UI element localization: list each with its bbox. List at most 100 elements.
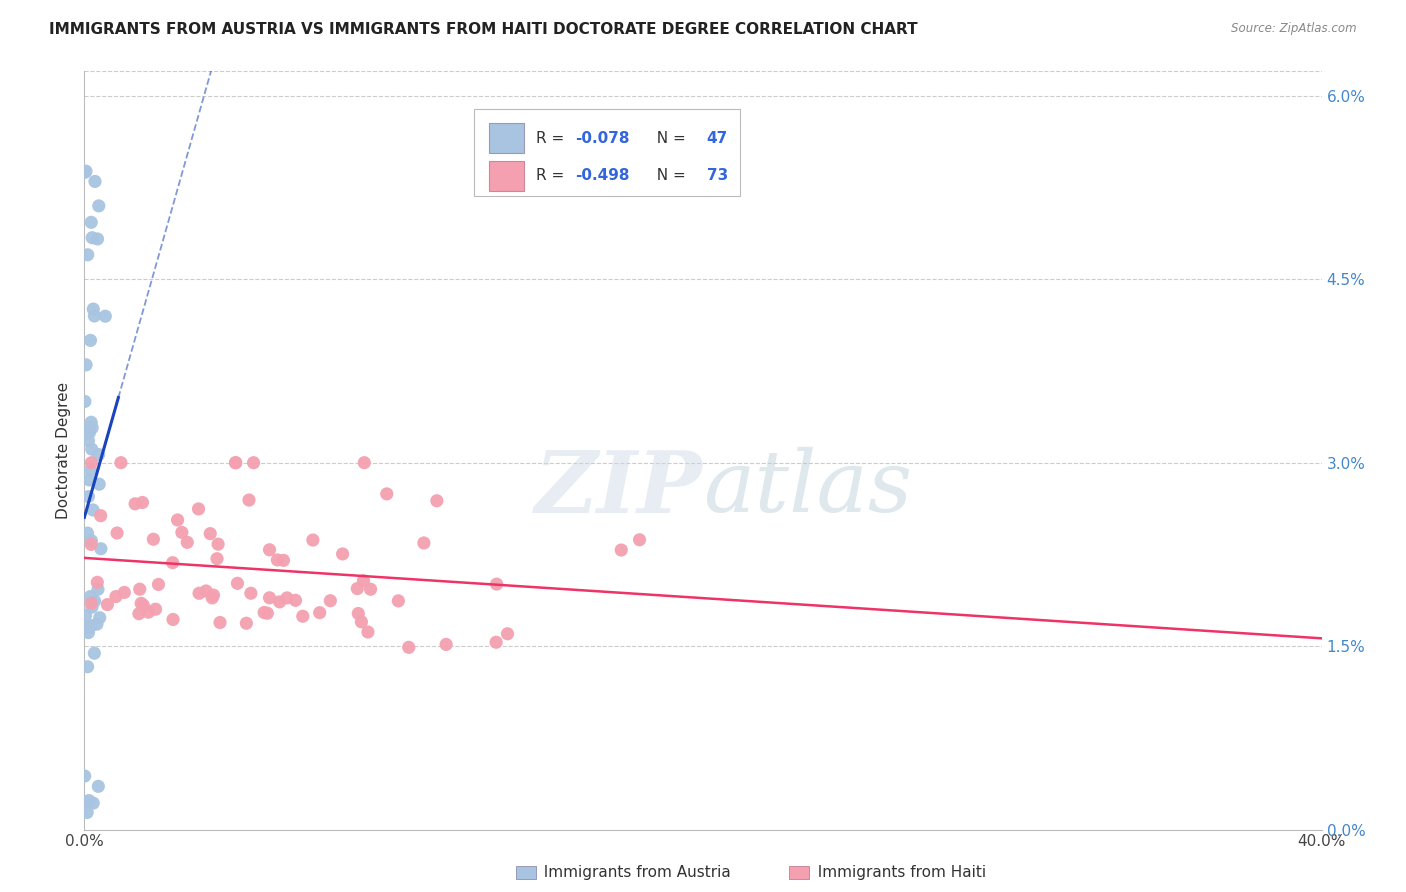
Point (132, 599, 155, 613)
Point (138, 605, 160, 619)
Point (110, 456, 132, 470)
Point (80, 215, 103, 229)
Point (208, 615, 231, 630)
Point (87, 582, 110, 597)
Point (82, 796, 104, 810)
Point (346, 582, 368, 596)
Text: atlas: atlas (703, 447, 912, 530)
Point (302, 533, 325, 547)
Point (80, 533, 103, 548)
Point (80, 537, 103, 551)
Point (131, 495, 153, 509)
Point (80, 600, 103, 615)
Point (73, 394, 96, 409)
Point (76, 526, 98, 541)
Text: -0.078: -0.078 (575, 130, 630, 145)
Point (89, 477, 111, 491)
Point (77, 434, 100, 448)
Point (308, 606, 330, 620)
Point (84, 174, 107, 188)
Point (79, 590, 101, 604)
Point (398, 640, 420, 655)
Point (77, 620, 100, 634)
Point (83, 594, 105, 608)
Point (347, 607, 370, 621)
Point (77, 490, 100, 504)
Point (205, 551, 228, 566)
Point (82, 231, 104, 245)
Point (79, 334, 101, 348)
Point (80, 596, 103, 610)
Text: 73: 73 (707, 169, 728, 184)
Point (485, 635, 508, 649)
Text: ZIP: ZIP (536, 447, 703, 530)
Point (87, 448, 110, 462)
Point (485, 577, 508, 591)
Point (124, 497, 146, 511)
Point (148, 577, 170, 591)
Point (226, 576, 249, 591)
Point (434, 637, 457, 651)
Point (79, 463, 101, 477)
Point (195, 584, 218, 599)
Text: 47: 47 (707, 130, 728, 145)
Point (266, 553, 288, 567)
Point (83, 646, 105, 660)
Bar (789, 866, 808, 879)
Point (94, 309, 117, 323)
Text: Immigrants from Haiti: Immigrants from Haiti (808, 865, 987, 880)
Point (259, 542, 281, 557)
Point (170, 525, 193, 540)
Point (77, 420, 100, 434)
Point (412, 536, 434, 550)
Point (73, 769, 96, 783)
Point (225, 456, 247, 470)
Point (128, 582, 150, 597)
Point (82, 421, 104, 435)
Point (162, 556, 184, 570)
Point (105, 526, 128, 541)
Point (104, 590, 127, 604)
Point (80, 456, 103, 470)
Point (75, 358, 97, 372)
Point (82, 503, 104, 517)
Point (235, 616, 257, 631)
Point (76, 248, 98, 262)
Point (75, 608, 97, 623)
Text: N =: N = (647, 169, 690, 184)
Point (86, 575, 108, 590)
Point (77, 473, 100, 487)
Point (353, 574, 375, 588)
Bar (489, 123, 523, 153)
Point (387, 594, 409, 608)
Point (319, 593, 342, 607)
Point (291, 609, 314, 624)
Point (188, 586, 211, 600)
Y-axis label: Doctorate Degree: Doctorate Degree (56, 382, 72, 519)
Point (269, 595, 291, 609)
Point (273, 553, 295, 567)
Point (375, 487, 398, 501)
Point (86, 617, 108, 632)
Point (238, 493, 260, 508)
Text: R =: R = (536, 169, 569, 184)
Point (73, 165, 96, 179)
Point (79, 425, 101, 440)
Text: R =: R = (536, 130, 569, 145)
Point (76, 659, 98, 673)
Point (259, 591, 281, 605)
Point (80, 618, 103, 632)
Point (166, 513, 188, 527)
Point (89, 611, 111, 625)
Point (187, 502, 209, 516)
Point (242, 456, 264, 470)
Point (239, 586, 262, 600)
Bar (489, 161, 523, 191)
FancyBboxPatch shape (474, 110, 740, 196)
Point (86, 232, 108, 246)
Point (75, 796, 97, 810)
Point (198, 526, 221, 541)
Point (162, 612, 184, 626)
Point (75, 164, 97, 178)
Point (207, 537, 229, 551)
